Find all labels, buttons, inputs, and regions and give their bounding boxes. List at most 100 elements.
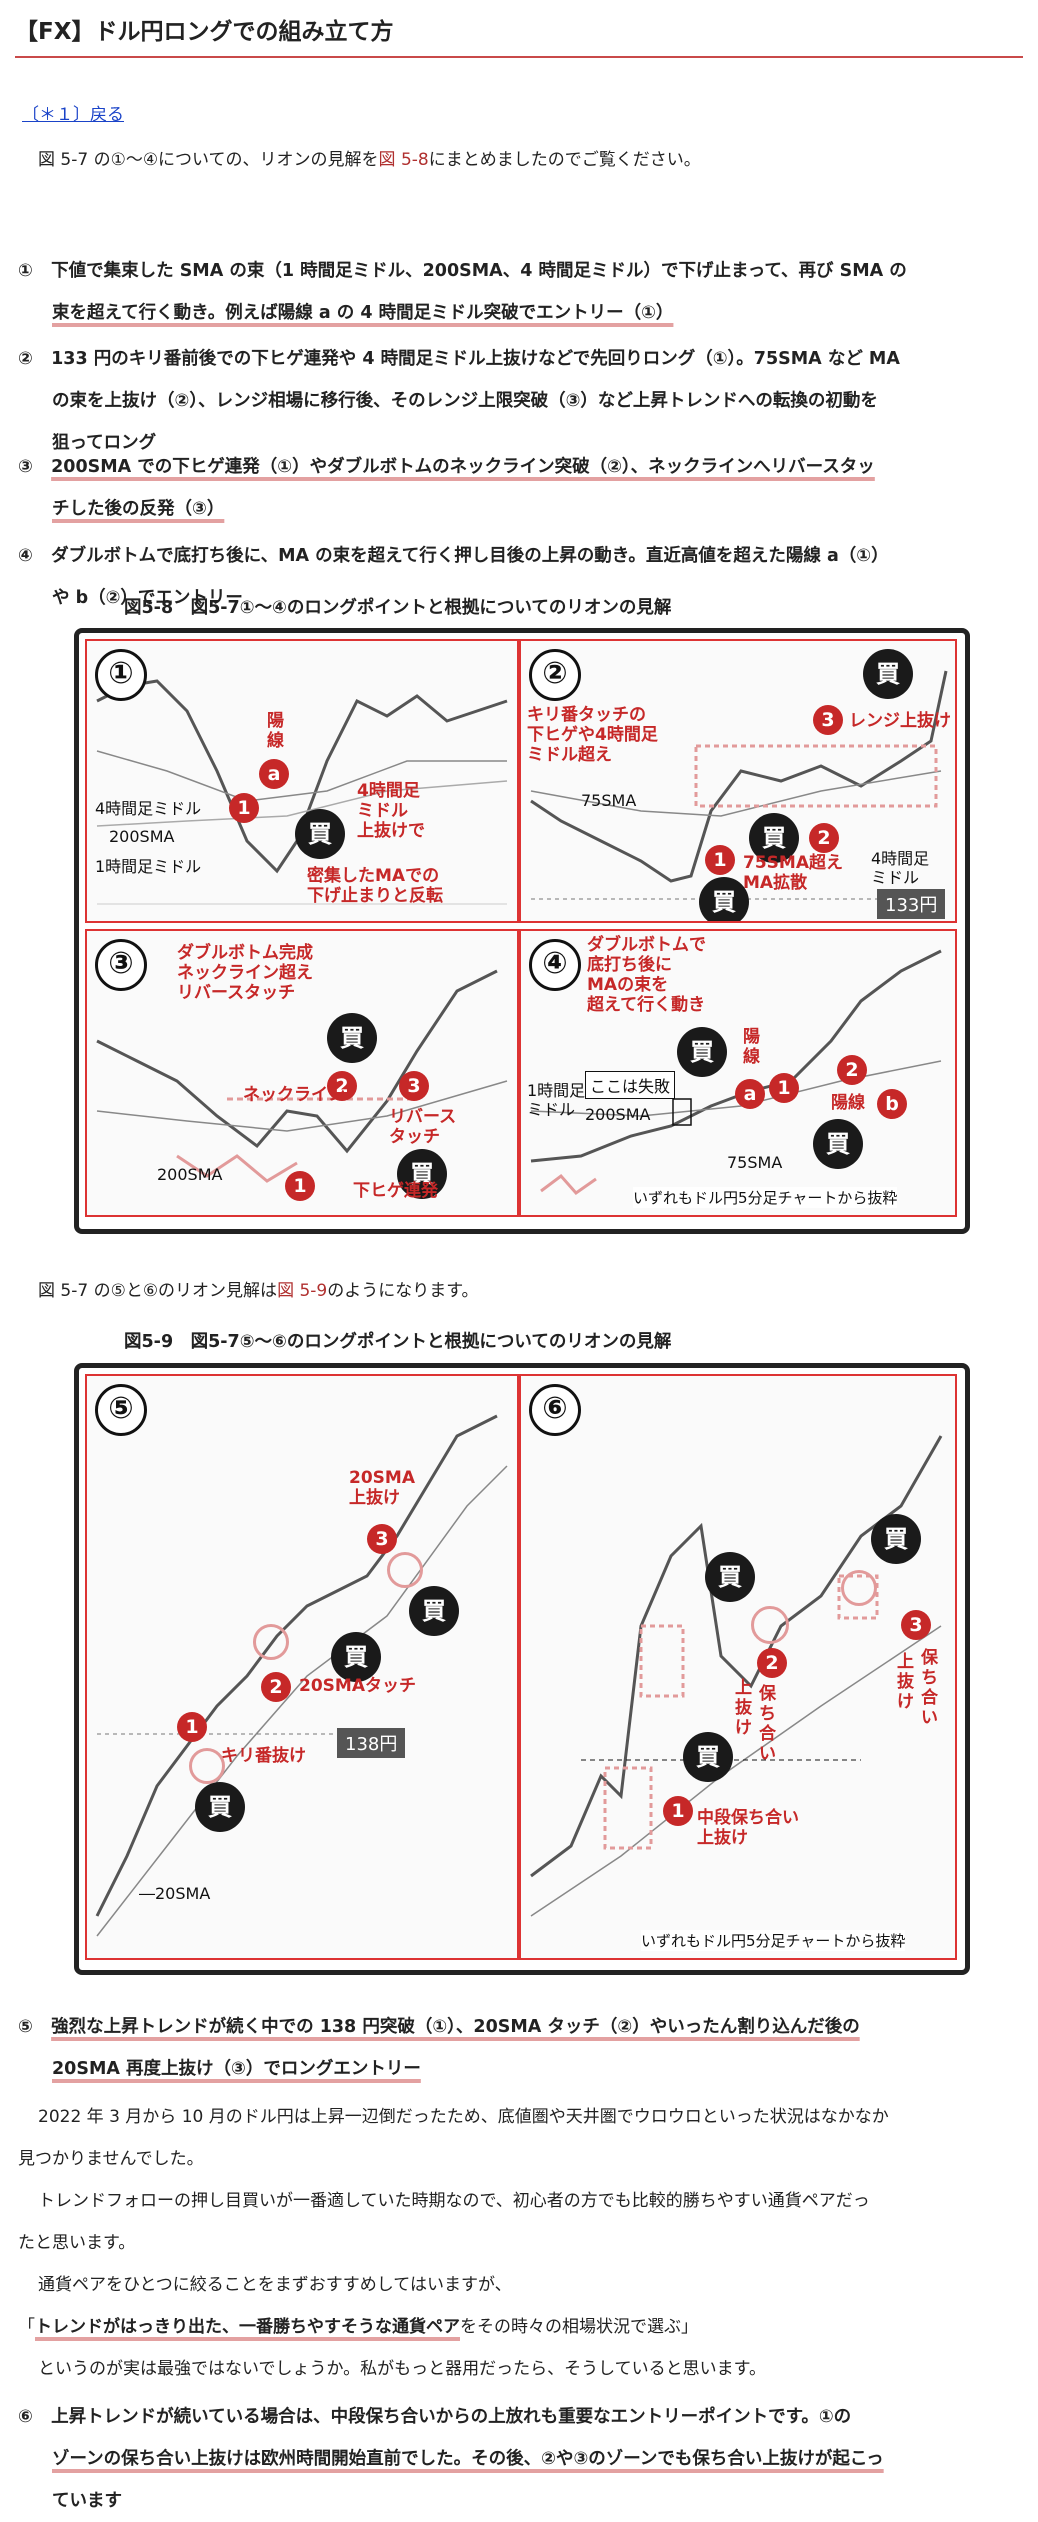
paragraph-line: 見つかりませんでした。	[18, 2149, 204, 2169]
intro-paragraph-2: 図 5-7 の⑤と⑥のリオン見解は図 5-9のようになります。	[38, 1270, 479, 1312]
label-range-break: レンジ上抜け	[849, 711, 951, 731]
panel-3-chart	[96, 969, 508, 1183]
chart-panel-3: ③ ダブルボトム完成 ネックライン超え リバースタッチ 買 2 3 ネックライン…	[85, 929, 519, 1217]
panel-5-chart	[95, 1414, 508, 1937]
page-title: 【FX】ドル円ロングでの組み立て方	[15, 19, 394, 45]
label-75sma: 75SMA	[581, 791, 637, 810]
label-4h-middle: 4時間足ミドル	[95, 799, 202, 818]
panel-2-chart	[530, 670, 948, 900]
highlight-circle	[189, 1748, 225, 1784]
list-item-4: ④ ダブルボトムで底打ち後に、MA の束を超えて行く押し目後の上昇の動き。直近高…	[18, 535, 1020, 619]
buy-marker: 買	[397, 1149, 447, 1199]
list-item-3: ③ 200SMA での下ヒゲ連発（①）やダブルボトムのネックライン突破（②）、ネ…	[18, 446, 1020, 530]
panel-3-number: ③	[95, 939, 147, 991]
label-reverse-touch: リバース タッチ	[389, 1107, 457, 1147]
buy-marker: 買	[677, 1027, 727, 1077]
buy-marker: 買	[863, 649, 913, 699]
item-line: 狙ってロング	[52, 433, 157, 453]
marker-3: 3	[901, 1610, 931, 1640]
body-paragraph-1: 2022 年 3 月から 10 月のドル円は上昇一辺倒だったため、底値圏や天井圏…	[18, 2096, 1023, 2180]
label-consolidation-3: 保 ち 合 い	[921, 1648, 938, 1728]
marker-2: 2	[837, 1055, 867, 1085]
chart-panel-4: ④ ダブルボトムで 底打ち後に MAの束を 超えて行く動き 買 陽 線 a 1 …	[519, 929, 957, 1217]
body-paragraph-2: トレンドフォローの押し目買いが一番適していた時期なので、初心者の方でも比較的勝ち…	[18, 2180, 1023, 2264]
back-link[interactable]: 〔＊１〕戻る	[22, 105, 124, 125]
panel-1-number: ①	[95, 649, 147, 701]
buy-marker: 買	[331, 1632, 381, 1682]
label-lower-wicks: 下ヒゲ連発	[353, 1181, 438, 1201]
buy-marker: 買	[749, 813, 799, 863]
item-number: ⑤	[18, 2017, 33, 2037]
intro2-text-after: のようになります。	[327, 1281, 479, 1301]
marker-1: 1	[663, 1796, 693, 1826]
label-200sma: 200SMA	[157, 1165, 223, 1184]
chart-source-note: いずれもドル円5分足チャートから抜粋	[641, 1930, 906, 1951]
item-number: ⑥	[18, 2407, 33, 2427]
label-mid-consolidation: 中段保ち合い 上抜け	[697, 1808, 799, 1848]
label-breakout-3: 上 抜 け	[897, 1652, 914, 1712]
panel-5-number: ⑤	[95, 1384, 147, 1436]
item-line: 20SMA 再度上抜け（③）でロングエントリー	[52, 2059, 421, 2079]
label-200sma: 200SMA	[585, 1105, 651, 1124]
item-line: 上昇トレンドが続いている場合は、中段保ち合いからの上放れも重要なエントリーポイン…	[51, 2407, 852, 2427]
buy-marker: 買	[327, 1013, 377, 1063]
panel-4-number: ④	[529, 939, 581, 991]
label-75sma-expand: 75SMA超え MA拡散	[743, 853, 843, 893]
panel-1-chart	[96, 679, 508, 905]
label-round-touch: キリ番タッチの 下ヒゲや4時間足 ミドル超え	[527, 705, 658, 765]
item-line: の束を上抜け（②）、レンジ相場に移行後、そのレンジ上限突破（③）など上昇トレンド…	[52, 391, 878, 411]
buy-marker: 買	[813, 1119, 863, 1169]
list-item-6: ⑥ 上昇トレンドが続いている場合は、中段保ち合いからの上放れも重要なエントリーポ…	[18, 2396, 1020, 2522]
list-item-5: ⑤ 強烈な上昇トレンドが続く中での 138 円突破（①）、20SMA タッチ（②…	[18, 2006, 1020, 2090]
buy-marker: 買	[295, 809, 345, 859]
label-20sma: ―20SMA	[139, 1884, 211, 1903]
buy-marker: 買	[195, 1782, 245, 1832]
item-line: 束を超えて行く動き。例えば陽線 a の 4 時間足ミドル突破でエントリー（①）	[52, 303, 674, 323]
buy-marker: 買	[871, 1514, 921, 1564]
item-number: ③	[18, 457, 33, 477]
buy-marker: 買	[409, 1586, 459, 1636]
marker-2: 2	[261, 1672, 291, 1702]
marker-2: 2	[809, 823, 839, 853]
label-1h-middle: 1時間足ミドル	[95, 857, 202, 876]
label-double-bottom-ma: ダブルボトムで 底打ち後に MAの束を 超えて行く動き	[587, 935, 706, 1015]
marker-2: 2	[757, 1648, 787, 1678]
quote-rest: をその時々の相場状況で選ぶ」	[460, 2317, 698, 2337]
buy-marker: 買	[699, 877, 749, 921]
chart-panel-1: ① 陽 線 a 1 買 4時間足ミドル 200SMA 1時間足ミドル 4時間足 …	[85, 639, 519, 923]
figure-5-9: ⑤ 20SMA 上抜け 3 買 買 2 20SMAタッチ 1 キリ番抜け 138…	[74, 1363, 970, 1975]
body-paragraph-4: というのが実は最強ではないでしょうか。私がもっと器用だったら、そうしていると思い…	[38, 2359, 766, 2379]
marker-a: a	[735, 1079, 765, 1109]
figure-5-8-link[interactable]: 図 5-8	[378, 150, 429, 170]
item-line: 200SMA での下ヒゲ連発（①）やダブルボトムのネックライン突破（②）、ネック…	[51, 457, 875, 477]
title-divider	[15, 56, 1023, 58]
intro1-text: 図 5-7 の①〜④についての、リオンの見解を	[38, 150, 379, 170]
item-line: ています	[52, 2491, 122, 2511]
label-round-break: キリ番抜け	[221, 1746, 306, 1766]
intro2-text: 図 5-7 の⑤と⑥のリオン見解は	[38, 1281, 278, 1301]
label-consolidation-2: 保 ち 合 い	[759, 1684, 776, 1764]
item-line: チした後の反発（③）	[52, 499, 225, 519]
quote-line: 「トレンドがはっきり出た、一番勝ちやすそうな通貨ペアをその時々の相場状況で選ぶ」	[18, 2306, 698, 2348]
item-line: 133 円のキリ番前後での下ヒゲ連発や 4 時間足ミドル上抜けなどで先回りロング…	[51, 349, 900, 369]
buy-marker: 買	[683, 1732, 733, 1782]
marker-2: 2	[327, 1071, 357, 1101]
figure-5-9-link[interactable]: 図 5-9	[277, 1281, 328, 1301]
label-failure: ここは失敗	[585, 1071, 676, 1099]
item-line: 下値で集束した SMA の束（1 時間足ミドル、200SMA、4 時間足ミドル）…	[51, 261, 907, 281]
marker-1: 1	[177, 1712, 207, 1742]
marker-1: 1	[285, 1171, 315, 1201]
label-20sma-break: 20SMA 上抜け	[349, 1468, 415, 1508]
paragraph-line: たと思います。	[18, 2233, 136, 2253]
marker-1: 1	[229, 793, 259, 823]
quote-open: 「	[18, 2317, 35, 2337]
highlight-circle	[253, 1624, 289, 1660]
quote-bold: トレンドがはっきり出た、一番勝ちやすそうな通貨ペア	[35, 2317, 460, 2337]
item-line: や b（②）でエントリー	[52, 588, 243, 608]
label-dense-ma: 密集したMAでの 下げ止まりと反転	[307, 866, 443, 906]
highlight-circle	[751, 1606, 789, 1644]
marker-3: 3	[367, 1524, 397, 1554]
marker-1: 1	[705, 845, 735, 875]
paragraph-line: 2022 年 3 月から 10 月のドル円は上昇一辺倒だったため、底値圏や天井圏…	[38, 2107, 889, 2127]
item-line: 強烈な上昇トレンドが続く中での 138 円突破（①）、20SMA タッチ（②）や…	[51, 2017, 860, 2037]
